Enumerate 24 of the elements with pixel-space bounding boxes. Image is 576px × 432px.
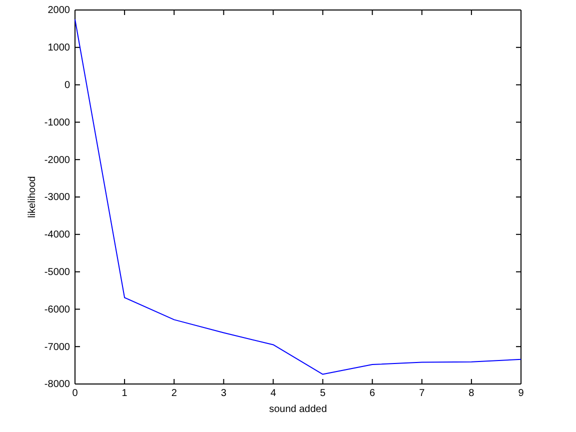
- line-series: [74, 18, 522, 375]
- y-tick-label: 2000: [48, 5, 70, 16]
- y-axis-title: likelihood: [27, 176, 38, 218]
- y-tick-label: -8000: [44, 379, 70, 390]
- x-tick-label: 9: [518, 388, 524, 400]
- y-tick-label: -1000: [44, 117, 70, 128]
- x-tick-label: 1: [122, 388, 128, 400]
- y-tick-label: -5000: [44, 267, 70, 278]
- x-tick-label: 0: [72, 388, 78, 400]
- y-tick-label: -6000: [44, 304, 70, 316]
- x-tick-label: 2: [171, 388, 178, 400]
- x-tick-label: 3: [220, 388, 227, 400]
- y-tick-label: 1000: [48, 42, 70, 54]
- y-tick-label: 0: [64, 80, 70, 91]
- x-axis-title: sound added: [269, 404, 327, 415]
- x-tick-label: 7: [419, 388, 426, 400]
- y-tick-label: -4000: [44, 230, 70, 241]
- y-tick-label: -7000: [44, 342, 70, 353]
- y-tick-label: -3000: [44, 192, 70, 204]
- x-tick-label: 8: [468, 388, 475, 400]
- x-tick-label: 6: [370, 388, 376, 400]
- x-tick-label: 4: [270, 388, 276, 400]
- x-tick-label: 5: [320, 388, 326, 400]
- y-tick-label: -2000: [44, 154, 70, 166]
